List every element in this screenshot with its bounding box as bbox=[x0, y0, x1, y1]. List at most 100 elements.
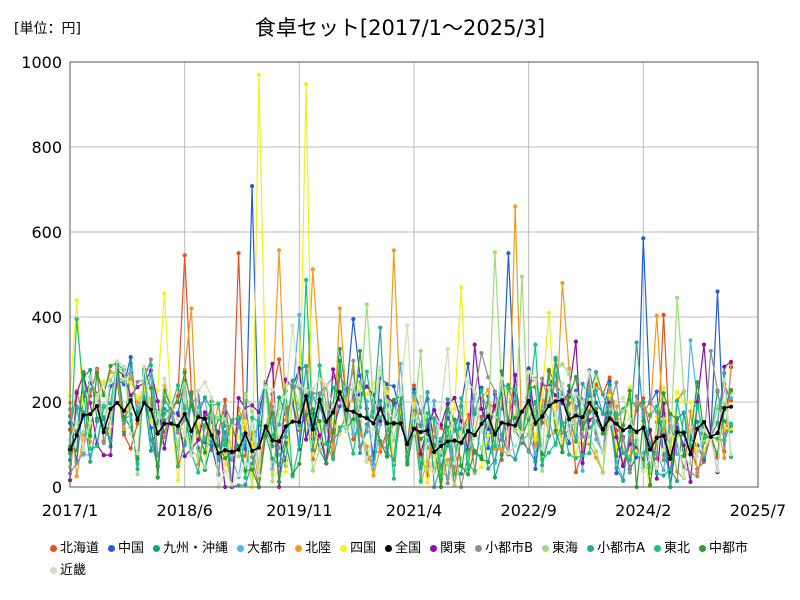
data-point bbox=[472, 389, 477, 395]
data-point bbox=[364, 391, 369, 397]
data-point bbox=[648, 399, 653, 404]
data-point bbox=[540, 452, 545, 457]
data-point bbox=[236, 435, 241, 440]
data-point bbox=[492, 415, 497, 420]
line-chart: 0 200 400 600 800 1000 2017/1 2018/6 2019/11 202… bbox=[21, 53, 786, 520]
legend-item: 近畿 bbox=[50, 560, 86, 582]
data-point bbox=[196, 389, 201, 394]
data-point bbox=[128, 393, 133, 398]
data-point bbox=[567, 372, 572, 377]
data-point bbox=[196, 421, 201, 426]
data-point bbox=[304, 364, 309, 369]
data-point bbox=[189, 428, 194, 434]
data-point bbox=[216, 443, 221, 448]
data-point bbox=[216, 451, 221, 456]
data-point bbox=[351, 358, 356, 363]
data-point bbox=[715, 431, 720, 436]
data-point bbox=[634, 451, 639, 456]
data-point bbox=[459, 418, 464, 424]
data-point bbox=[479, 464, 484, 470]
data-point bbox=[81, 390, 86, 395]
data-point bbox=[715, 436, 720, 441]
data-point bbox=[418, 451, 423, 456]
data-point bbox=[223, 397, 228, 402]
data-point bbox=[364, 384, 369, 389]
legend-item: 小都市B bbox=[475, 538, 533, 560]
data-point bbox=[108, 424, 113, 429]
data-point bbox=[459, 285, 464, 290]
data-point bbox=[411, 383, 417, 388]
data-point bbox=[351, 432, 356, 437]
legend-item: 東北 bbox=[653, 538, 690, 560]
data-point bbox=[182, 454, 187, 459]
data-point bbox=[452, 460, 457, 466]
data-point bbox=[506, 386, 511, 391]
legend-marker bbox=[108, 545, 116, 552]
data-point bbox=[344, 429, 349, 434]
legend-marker bbox=[295, 545, 303, 552]
legend-marker bbox=[587, 545, 595, 552]
data-point bbox=[688, 461, 693, 466]
data-point bbox=[533, 437, 538, 442]
data-point bbox=[506, 418, 511, 423]
data-point bbox=[74, 474, 79, 479]
data-point bbox=[357, 413, 363, 418]
data-point bbox=[357, 348, 363, 354]
data-point bbox=[364, 369, 369, 374]
data-point bbox=[202, 450, 207, 455]
data-point bbox=[283, 424, 288, 429]
data-point bbox=[135, 461, 140, 466]
data-point bbox=[614, 466, 619, 471]
data-point bbox=[452, 471, 457, 476]
data-point bbox=[182, 253, 187, 258]
data-point bbox=[411, 398, 417, 403]
data-point bbox=[580, 408, 585, 413]
data-point bbox=[425, 390, 430, 395]
y-axis-ticks: 0 200 400 600 800 1000 bbox=[21, 53, 62, 497]
legend-marker bbox=[653, 545, 661, 552]
legend-item: 北海道 bbox=[50, 538, 99, 560]
data-point bbox=[546, 385, 552, 390]
unit-label: [単位：円] bbox=[14, 21, 81, 37]
legend-label: 九州・沖縄 bbox=[163, 541, 229, 556]
data-point bbox=[88, 446, 93, 451]
data-point bbox=[250, 461, 255, 466]
data-point bbox=[580, 415, 585, 420]
data-point bbox=[513, 429, 518, 434]
data-point bbox=[337, 306, 342, 311]
legend-marker bbox=[50, 567, 57, 574]
data-point bbox=[499, 447, 504, 452]
data-point bbox=[452, 482, 457, 487]
data-point bbox=[391, 438, 396, 443]
data-point bbox=[486, 375, 491, 380]
data-point bbox=[121, 426, 127, 431]
data-point bbox=[283, 440, 288, 445]
data-point bbox=[337, 390, 342, 395]
data-point bbox=[229, 418, 234, 423]
data-point bbox=[304, 437, 309, 442]
data-point bbox=[486, 460, 491, 465]
data-point bbox=[162, 291, 167, 296]
data-point bbox=[621, 423, 626, 428]
data-point bbox=[148, 385, 153, 391]
data-point bbox=[600, 412, 606, 417]
data-point bbox=[675, 399, 680, 404]
data-point bbox=[540, 414, 545, 419]
data-point bbox=[573, 339, 579, 344]
data-point bbox=[101, 405, 106, 410]
data-point bbox=[243, 431, 248, 436]
data-point bbox=[310, 468, 315, 473]
legend-marker bbox=[50, 545, 57, 552]
data-point bbox=[533, 459, 538, 464]
data-point bbox=[607, 375, 612, 380]
data-point bbox=[405, 462, 410, 467]
data-point bbox=[351, 417, 356, 422]
data-point bbox=[391, 384, 396, 389]
data-point bbox=[661, 457, 666, 463]
data-point bbox=[526, 385, 531, 390]
data-point bbox=[108, 401, 113, 406]
data-point bbox=[688, 400, 693, 405]
data-point bbox=[175, 478, 180, 483]
data-point bbox=[627, 417, 632, 422]
data-point bbox=[472, 342, 477, 347]
